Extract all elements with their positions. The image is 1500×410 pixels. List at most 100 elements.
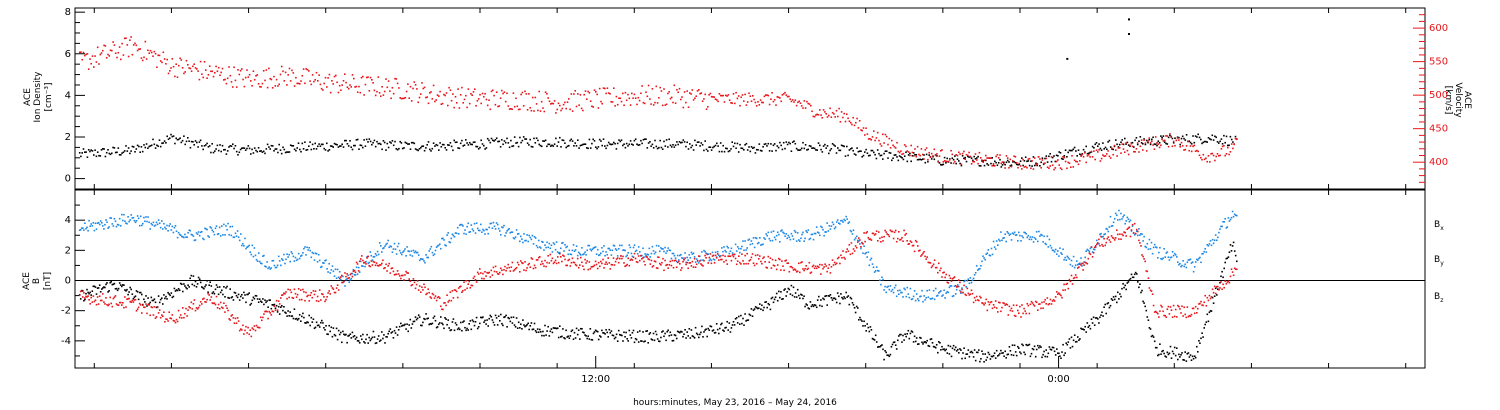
data-point-red — [600, 260, 602, 263]
data-point-red — [396, 82, 399, 85]
data-point-red — [1004, 304, 1006, 306]
data-point-red — [1131, 145, 1134, 148]
data-point-red — [326, 86, 328, 88]
data-point-blue — [998, 238, 1000, 241]
data-point-black — [869, 154, 871, 157]
data-point-red — [111, 49, 113, 52]
data-point-red — [300, 289, 302, 291]
data-point-blue — [1140, 233, 1142, 235]
data-point-black — [535, 137, 538, 139]
data-point-black — [451, 321, 454, 323]
data-point-black — [517, 321, 520, 324]
data-point-black — [377, 142, 380, 145]
data-point-red — [696, 90, 699, 92]
data-point-black — [261, 151, 264, 153]
data-point-black — [1024, 156, 1027, 158]
data-point-black — [328, 324, 330, 327]
data-point-red — [113, 44, 116, 46]
data-point-red — [779, 97, 781, 99]
data-point-red — [643, 260, 645, 263]
data-point-red — [123, 306, 125, 309]
data-point-black — [1140, 291, 1142, 294]
data-point-red — [194, 309, 197, 312]
data-point-black — [506, 326, 508, 328]
data-point-blue — [110, 217, 112, 219]
data-point-blue — [961, 287, 963, 289]
data-point-black — [256, 298, 259, 300]
data-point-black — [381, 148, 383, 151]
data-point-black — [761, 304, 763, 307]
data-point-red — [584, 90, 587, 92]
data-point-black — [168, 293, 170, 295]
data-point-red — [712, 96, 714, 98]
data-point-blue — [891, 288, 894, 291]
data-point-red — [377, 265, 380, 267]
data-point-black — [231, 296, 234, 298]
data-point-blue — [409, 254, 412, 256]
data-point-black — [494, 314, 497, 317]
data-point-black — [1030, 160, 1032, 162]
data-point-blue — [545, 246, 547, 249]
data-point-red — [804, 267, 806, 270]
data-point-red — [667, 267, 669, 269]
data-point-black — [306, 321, 308, 323]
data-point-red — [830, 116, 833, 118]
data-point-blue — [274, 266, 277, 269]
data-point-blue — [232, 236, 235, 238]
data-point-black — [229, 288, 231, 290]
data-point-blue — [564, 244, 566, 246]
data-point-red — [620, 255, 622, 257]
data-point-blue — [864, 252, 866, 255]
data-point-black — [698, 336, 700, 339]
data-point-black — [370, 338, 373, 340]
data-point-red — [260, 316, 262, 319]
data-point-red — [761, 101, 763, 104]
data-point-red — [952, 277, 955, 279]
data-point-blue — [1167, 256, 1170, 258]
data-point-blue — [609, 249, 612, 251]
data-point-black — [824, 143, 826, 146]
data-point-black — [316, 324, 319, 327]
data-point-black — [1184, 351, 1186, 353]
data-point-red — [480, 102, 482, 105]
data-point-black — [645, 330, 647, 332]
data-point-blue — [848, 221, 851, 223]
data-point-black — [363, 341, 365, 343]
data-point-blue — [218, 226, 221, 229]
data-point-red — [531, 96, 534, 99]
data-point-red — [712, 254, 715, 257]
data-point-blue — [176, 236, 179, 239]
data-point-red — [521, 262, 523, 264]
data-point-black — [911, 331, 914, 333]
data-point-black — [1076, 340, 1078, 343]
data-point-red — [398, 275, 401, 277]
data-point-blue — [977, 269, 979, 271]
data-point-red — [1017, 309, 1019, 312]
data-point-red — [427, 102, 430, 105]
data-point-black — [1069, 347, 1072, 349]
data-point-red — [253, 78, 256, 81]
data-point-blue — [781, 229, 783, 231]
data-point-red — [230, 315, 233, 317]
data-point-black — [300, 320, 302, 322]
data-point-blue — [732, 253, 735, 256]
data-point-black — [993, 352, 996, 354]
data-point-red — [472, 277, 475, 280]
data-point-red — [686, 90, 688, 92]
data-point-black — [956, 158, 959, 160]
data-point-black — [936, 155, 938, 157]
data-point-black — [746, 149, 749, 151]
data-point-blue — [415, 251, 418, 254]
data-point-black — [632, 144, 634, 146]
data-point-red — [1166, 135, 1169, 137]
data-point-black — [1134, 139, 1136, 142]
data-point-black — [704, 329, 706, 331]
data-point-black — [361, 338, 363, 341]
data-point-red — [378, 264, 381, 266]
data-point-black — [967, 155, 969, 158]
data-point-blue — [380, 245, 382, 247]
data-point-black — [284, 311, 286, 314]
data-point-black — [307, 321, 309, 324]
data-point-blue — [494, 228, 497, 230]
data-point-red — [940, 267, 942, 270]
